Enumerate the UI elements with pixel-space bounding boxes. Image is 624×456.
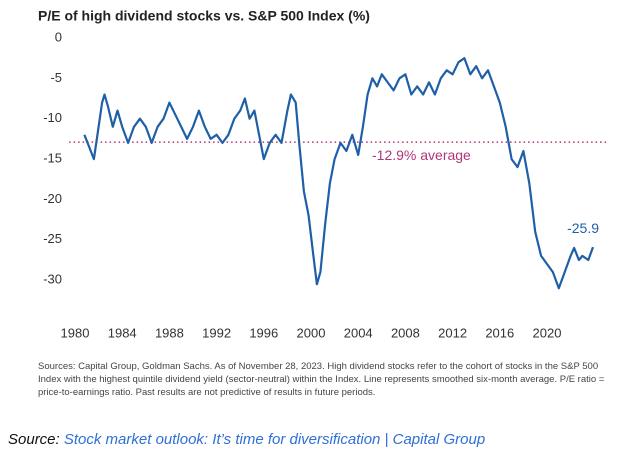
y-tick-label: -5 bbox=[50, 70, 62, 85]
x-tick-label: 2008 bbox=[391, 325, 420, 340]
footnote: Sources: Capital Group, Goldman Sachs. A… bbox=[38, 361, 605, 398]
x-tick-label: 1984 bbox=[108, 325, 137, 340]
chart: P/E of high dividend stocks vs. S&P 500 … bbox=[38, 8, 606, 340]
x-tick-label: 2016 bbox=[485, 325, 514, 340]
x-tick-label: 2004 bbox=[344, 325, 373, 340]
chart-title: P/E of high dividend stocks vs. S&P 500 … bbox=[38, 8, 370, 24]
x-tick-label: 1988 bbox=[155, 325, 184, 340]
end-value-label: -25.9 bbox=[567, 220, 599, 236]
x-tick-label: 2012 bbox=[438, 325, 467, 340]
x-tick-label: 1980 bbox=[61, 325, 90, 340]
y-tick-label: -10 bbox=[43, 110, 62, 125]
x-tick-label: 2020 bbox=[533, 325, 562, 340]
y-tick-label: -25 bbox=[43, 231, 62, 246]
y-tick-label: -15 bbox=[43, 151, 62, 166]
y-tick-label: -20 bbox=[43, 191, 62, 206]
x-tick-label: 1996 bbox=[249, 325, 278, 340]
source-prefix: Source: bbox=[8, 431, 60, 448]
x-tick-label: 2000 bbox=[297, 325, 326, 340]
x-tick-label: 1992 bbox=[202, 325, 231, 340]
data-line bbox=[83, 57, 595, 290]
average-label: -12.9% average bbox=[372, 147, 471, 163]
source-link[interactable]: Stock market outlook: It’s time for dive… bbox=[63, 431, 486, 448]
y-tick-label: 0 bbox=[55, 29, 62, 44]
y-tick-label: -30 bbox=[43, 272, 62, 287]
source-line: Source: Stock market outlook: It’s time … bbox=[8, 431, 485, 448]
